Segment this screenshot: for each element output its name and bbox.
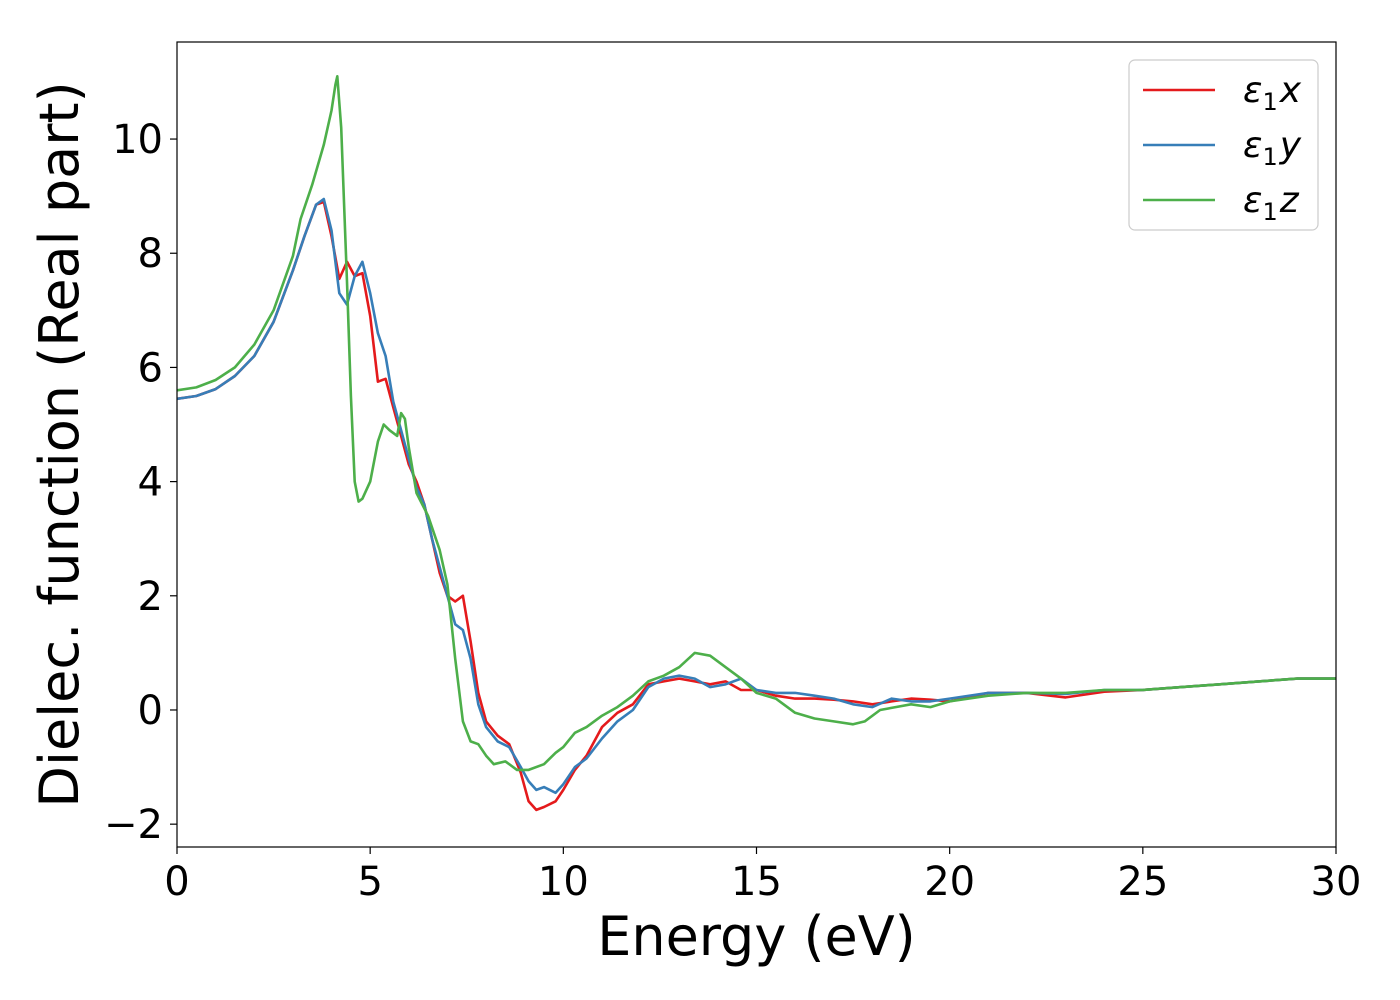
y-tick-label: 10 <box>112 117 163 163</box>
y-tick-label: 0 <box>138 688 163 734</box>
y-tick-label: 6 <box>138 345 163 391</box>
x-axis-label: Energy (eV) <box>597 905 916 968</box>
y-axis-label: Dielec. function (Real part) <box>28 81 91 807</box>
y-tick-label: 8 <box>138 231 163 277</box>
x-tick-label: 20 <box>924 859 975 905</box>
legend-label-1: ε1x <box>1243 70 1302 116</box>
y-tick-label: 4 <box>138 460 163 506</box>
x-tick-label: 10 <box>538 859 589 905</box>
legend-box <box>1128 59 1319 231</box>
series-line-2 <box>177 197 1336 795</box>
x-tick-label: 5 <box>357 859 382 905</box>
x-tick-label: 25 <box>1117 859 1168 905</box>
legend-label-2: ε1y <box>1243 125 1302 171</box>
x-tick-label: 30 <box>1311 859 1362 905</box>
x-tick-label: 0 <box>164 859 189 905</box>
legend-label-3: ε1z <box>1243 180 1300 226</box>
series-line-3 <box>177 75 1336 772</box>
y-tick-label: 2 <box>138 574 163 620</box>
legend: ε1x ε1y ε1z <box>1128 59 1319 231</box>
x-tick-label: 15 <box>731 859 782 905</box>
y-tick-label: −2 <box>104 802 163 848</box>
